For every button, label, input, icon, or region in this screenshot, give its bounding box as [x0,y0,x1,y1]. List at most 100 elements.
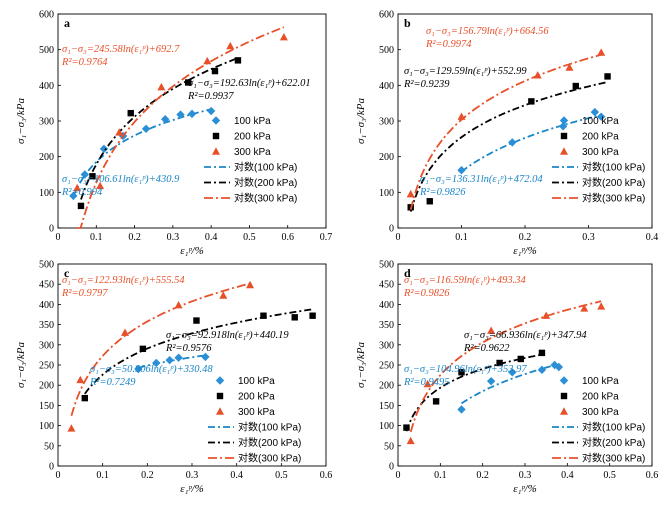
data-point [457,405,466,414]
equation: σ₁−σ₃=50.906ln(ε₁ᵖ)+330.48 [90,364,213,375]
y-axis-label: σ₁−σ₃/kPa [355,341,367,388]
equation: σ₁−σ₃=156.79ln(ε₁ᵖ)+664.56 [426,26,549,37]
y-tick-label: 200 [39,152,54,163]
y-tick-label: 50 [384,441,394,452]
data-point [597,48,606,56]
x-tick-label: 0 [56,470,61,481]
data-point [165,355,174,365]
y-tick-label: 100 [379,188,394,199]
y-tick-label: 500 [39,260,54,271]
fit-line [72,108,212,198]
y-tick-label: 150 [379,401,394,412]
legend-label: 300 kPa [582,407,619,418]
data-point [157,82,166,91]
y-tick-label: 400 [379,300,394,311]
equation: σ₁−σ₃=66.936ln(ε₁ᵖ)+347.94 [464,330,587,341]
panel-b: 0 0.1 0.2 0.3 0.4 0 100 200 300 400 500 600 b ε₁ᵖ/% σ₁… [355,10,658,258]
data-point [558,122,568,131]
data-point [458,369,465,376]
equation: σ₁−σ₃=192.63ln(ε₁ᵖ)+622.01 [188,78,311,89]
x-tick-label: 0.5 [275,470,288,481]
legend-label: 对数(200 kPa) [582,176,645,189]
x-tick-label: 0.2 [128,232,141,243]
data-point [89,173,96,180]
y-tick-label: 250 [379,361,394,372]
legend: 100 kPa 200 kPa 300 kPa 对数(100 kPa) 对数(200 k… [204,116,297,205]
r-squared: R²=0.9622 [463,343,510,354]
fit-line [409,81,608,212]
equation: σ₁−σ₃=92.918ln(ε₁ᵖ)+440.19 [166,330,289,341]
legend-marker [560,392,568,400]
data-point [80,170,89,179]
panel-c: 0 0.1 0.2 0.3 0.4 0.5 0.6 0 50 100 150 200 250 300 350… [15,260,332,496]
r-squared: R²=0.9826 [403,288,450,299]
y-tick-label: 100 [39,421,54,432]
data-point [152,358,161,368]
r-squared: R²=0.9764 [61,57,108,68]
legend-label: 100 kPa [582,376,619,387]
legend-label: 300 kPa [582,147,619,158]
x-tick-label: 0 [396,470,401,481]
legend-label: 对数(100 kPa) [234,161,297,174]
y-tick-label: 500 [379,260,394,271]
data-point [486,376,496,386]
data-point [457,166,466,175]
data-point [96,181,105,190]
r-squared: R²=0.9576 [165,343,212,354]
data-point [174,301,183,309]
x-tick-label: 0.1 [96,470,109,481]
x-tick-label: 0.7 [320,232,333,243]
y-tick-label: 600 [39,10,54,21]
x-tick-label: 0.4 [561,470,574,481]
legend-label: 300 kPa [234,147,271,158]
x-tick-label: 0.1 [90,232,103,243]
data-point [406,436,415,445]
legend-label: 对数(200 kPa) [582,436,645,449]
y-tick-label: 250 [39,361,54,372]
series-3 [406,48,606,210]
panel-a: 0 0.1 0.2 0.3 0.4 0.5 0.6 0.7 0 100 200 300 400 500 60… [15,10,332,258]
panel-label: c [64,266,70,280]
y-tick-label: 450 [379,280,394,291]
r-squared: R²=0.7249 [89,377,136,388]
x-tick-label: 0.3 [186,470,199,481]
legend-label: 300 kPa [238,407,275,418]
legend: 100 kPa 200 kPa 300 kPa 对数(100 kPa) 对数(200 k… [552,116,645,205]
x-tick-label: 0.3 [167,232,180,243]
legend-label: 对数(300 kPa) [582,452,645,465]
data-point [604,73,611,80]
series-2 [403,349,546,432]
data-point [174,353,183,362]
data-point [127,109,134,117]
y-tick-label: 500 [39,45,54,56]
data-point [203,56,212,65]
legend-marker [212,147,220,155]
y-tick-label: 450 [39,280,54,291]
legend-marker [215,376,225,385]
y-tick-label: 350 [379,320,394,331]
x-axis-label: ε₁ᵖ/% [513,483,537,495]
data-point [487,326,496,334]
panel-d: 0 0.1 0.2 0.3 0.4 0.5 0.6 0 50 100 150 200 250 300 350… [355,260,658,496]
y-tick-label: 400 [39,81,54,92]
legend-marker [560,147,568,155]
series-3 [406,300,606,445]
data-point [134,364,143,374]
data-point [219,291,228,299]
x-tick-label: 0.2 [141,470,154,481]
legend-label: 对数(100 kPa) [238,421,301,434]
data-point [538,349,546,357]
data-point [597,112,606,121]
equation: σ₁−σ₃=104.96ln(ε₁ᵖ)+353.97 [404,364,527,375]
legend-label: 200 kPa [582,392,619,403]
x-axis-label: ε₁ᵖ/% [180,245,204,257]
y-tick-label: 0 [49,224,54,235]
data-point [426,198,433,205]
legend-label: 100 kPa [582,116,619,127]
y-tick-label: 50 [44,441,54,452]
legend-marker [211,116,221,125]
data-point [184,79,192,86]
data-point [260,312,267,319]
data-point [73,183,82,192]
data-point [554,362,564,372]
